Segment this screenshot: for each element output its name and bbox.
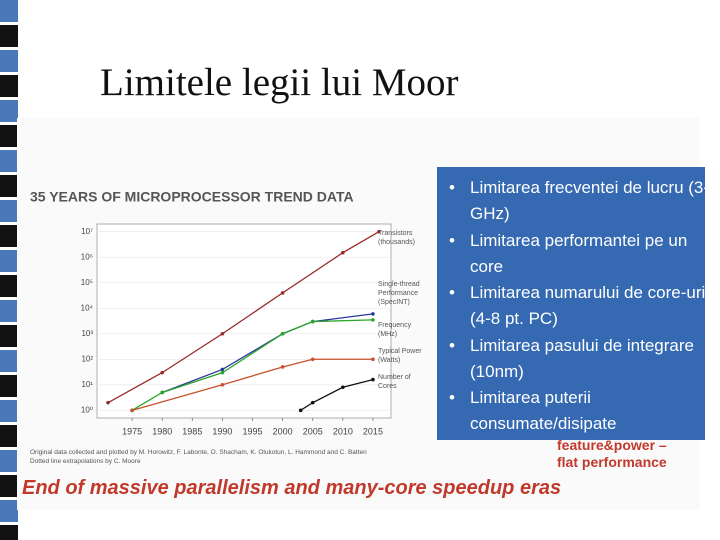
y-tick-label: 10⁵	[81, 278, 93, 287]
slide-title: Limitele legii lui Moor	[100, 61, 459, 104]
data-point	[371, 312, 375, 316]
y-tick-label: 10¹	[81, 380, 93, 389]
data-point	[341, 250, 345, 255]
data-point	[298, 408, 303, 413]
bullet: Limitarea puterii consumate/disipate	[449, 385, 720, 437]
x-tick-label: 1990	[212, 426, 232, 436]
x-tick-label: 2015	[363, 426, 383, 436]
y-tick-label: 10⁶	[81, 252, 93, 261]
data-point	[371, 357, 375, 362]
x-tick-label: 2005	[303, 426, 323, 436]
x-tick-label: 1985	[182, 426, 202, 436]
x-tick-label: 2010	[333, 426, 353, 436]
bullet: Limitarea performantei pe un core	[449, 228, 720, 280]
credit: Original data collected and plotted by M…	[30, 449, 367, 456]
note: flat performance	[557, 454, 667, 470]
data-point	[220, 331, 225, 336]
data-point	[160, 390, 165, 395]
film-strip	[0, 0, 18, 540]
data-point	[220, 382, 225, 387]
series-line	[107, 231, 380, 404]
data-point	[377, 229, 381, 234]
data-point	[371, 318, 375, 322]
data-point	[130, 408, 134, 413]
x-tick-label: 2000	[273, 426, 293, 436]
data-point	[310, 319, 315, 324]
series-line	[300, 378, 374, 411]
data-point	[310, 357, 315, 362]
data-point	[280, 291, 285, 295]
legend-label: Frequency (MHz)	[378, 322, 412, 338]
note: feature&power –	[557, 437, 667, 453]
legend-label: Typical Power (Watts)	[378, 348, 422, 364]
data-point	[220, 367, 225, 372]
data-point	[310, 400, 315, 405]
y-tick-label: 10⁴	[81, 303, 94, 312]
legend-label: Transistors (thousands)	[378, 230, 415, 246]
data-point	[280, 331, 285, 336]
x-tick-label: 1995	[243, 426, 263, 436]
series-line	[131, 319, 373, 411]
data-point	[280, 365, 285, 369]
y-tick-label: 10⁰	[81, 405, 93, 414]
chart-title: 35 YEARS OF MICROPROCESSOR TREND DATA	[30, 189, 354, 205]
banner: End of massive parallelism and many-core…	[22, 477, 562, 499]
y-tick-label: 10⁷	[81, 227, 93, 236]
legend-label: Single-thread Performance (SpecINT)	[378, 281, 420, 306]
bullet: Limitarea pasului de integrare (10nm)	[449, 333, 720, 385]
x-tick-label: 1980	[152, 426, 172, 436]
legend-label: Number of Cores	[378, 374, 411, 390]
y-tick-label: 10²	[81, 354, 93, 363]
y-tick-label: 10³	[81, 329, 93, 338]
bullet: Limitarea frecventei de lucru (3-4 GHz)	[449, 175, 720, 227]
data-point	[160, 370, 165, 375]
x-tick-label: 1975	[122, 426, 142, 436]
data-point	[220, 370, 225, 375]
credit: Dotted line extrapolations by C. Moore	[30, 458, 141, 465]
data-point	[106, 400, 110, 405]
bullet-box: Limitarea frecventei de lucru (3-4 GHz)L…	[437, 167, 719, 440]
data-point	[371, 377, 375, 382]
data-point	[341, 385, 345, 390]
bullet: Limitarea numarului de core-uri (4-8 pt.…	[449, 280, 720, 332]
